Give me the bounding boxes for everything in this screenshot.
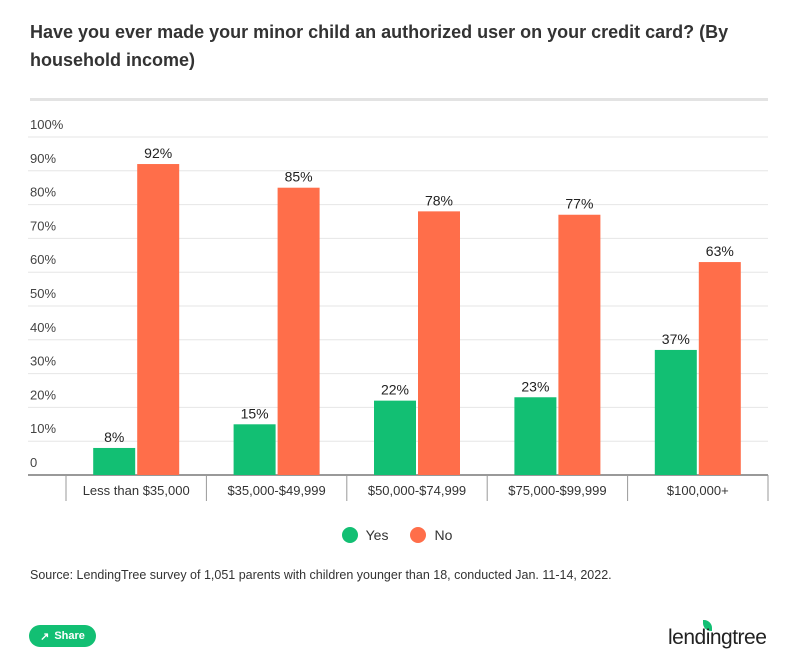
x-tick-label: $100,000+ xyxy=(667,483,729,498)
bar-yes xyxy=(514,397,557,475)
y-tick-label: 30% xyxy=(30,354,56,369)
legend-item-no[interactable]: No xyxy=(410,527,452,543)
y-tick-label: 70% xyxy=(30,218,56,233)
x-tick-label: Less than $35,000 xyxy=(83,483,190,498)
y-tick-label: 60% xyxy=(30,252,56,267)
x-tick-label: $75,000-$99,999 xyxy=(508,483,606,498)
y-tick-label: 80% xyxy=(30,185,56,200)
bar-yes xyxy=(233,424,276,475)
legend-label-yes: Yes xyxy=(365,527,389,543)
x-tick-label: $50,000-$74,999 xyxy=(368,483,466,498)
bar-yes xyxy=(93,447,136,475)
lendingtree-leaf-icon xyxy=(703,620,712,631)
bar-yes xyxy=(654,349,697,475)
y-tick-label: 10% xyxy=(30,421,56,436)
data-label: 8% xyxy=(104,429,124,445)
chart-title: Have you ever made your minor child an a… xyxy=(30,22,729,70)
legend: Yes No xyxy=(0,527,794,543)
data-label: 77% xyxy=(565,196,593,212)
bar-no xyxy=(137,164,180,476)
y-tick-label: 20% xyxy=(30,387,56,402)
legend-swatch-no xyxy=(410,527,427,543)
y-tick-label: 90% xyxy=(30,151,56,166)
bar-no xyxy=(558,214,601,476)
data-label: 63% xyxy=(706,243,734,259)
legend-label-no: No xyxy=(434,527,453,543)
y-tick-label: 50% xyxy=(30,286,56,301)
bar-no xyxy=(277,187,320,475)
data-label: 15% xyxy=(241,405,269,421)
legend-item-yes[interactable]: Yes xyxy=(341,527,389,543)
bar-no xyxy=(698,262,741,475)
data-label: 23% xyxy=(521,378,549,394)
bar-chart: 0 10% 20% 30% 40% 50% 60% 70% 80% 90% 100% Less tha… xyxy=(28,117,769,501)
data-label: 78% xyxy=(425,192,453,208)
lendingtree-logo: lendingtree xyxy=(668,626,767,649)
share-label: Share xyxy=(54,630,85,642)
y-tick-label: 0 xyxy=(30,455,37,470)
data-label: 37% xyxy=(662,331,690,347)
data-label: 85% xyxy=(285,169,313,185)
legend-swatch-yes xyxy=(341,527,358,543)
data-label: 22% xyxy=(381,382,409,398)
data-label: 92% xyxy=(144,145,172,161)
title-divider xyxy=(30,98,768,101)
y-tick-label: 40% xyxy=(30,320,56,335)
y-tick-label: 100% xyxy=(30,117,64,132)
bar-no xyxy=(418,211,460,476)
source-note: Source: LendingTree survey of 1,051 pare… xyxy=(30,568,612,582)
share-icon: ↗ xyxy=(40,630,50,643)
x-tick-label: $35,000-$49,999 xyxy=(227,483,325,498)
share-button[interactable]: ↗ Share xyxy=(29,625,96,647)
bar-yes xyxy=(374,400,416,475)
